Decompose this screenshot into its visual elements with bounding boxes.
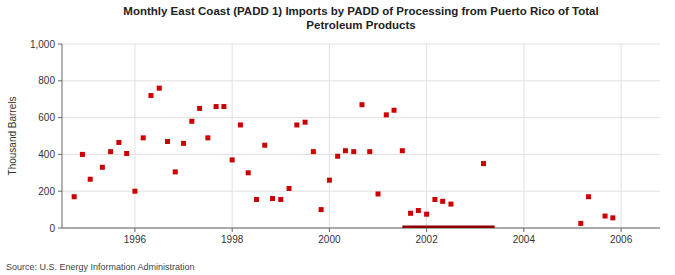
- tick: [58, 117, 62, 118]
- tick: [58, 228, 62, 229]
- chart: Monthly East Coast (PADD 1) Imports by P…: [0, 0, 675, 275]
- tick: [58, 80, 62, 81]
- point: [481, 161, 486, 166]
- point: [376, 191, 381, 196]
- point: [262, 143, 267, 148]
- tick: [329, 228, 330, 232]
- tick-label: 2004: [513, 234, 536, 245]
- point: [335, 154, 340, 159]
- point: [116, 140, 121, 145]
- point: [173, 169, 178, 174]
- point: [586, 194, 591, 199]
- point: [424, 212, 429, 217]
- grid-line: [329, 44, 330, 228]
- point: [287, 186, 292, 191]
- point: [246, 170, 251, 175]
- point: [100, 165, 105, 170]
- grid-line: [232, 44, 233, 228]
- point: [319, 207, 324, 212]
- tick: [58, 154, 62, 155]
- tick: [523, 228, 524, 232]
- point: [189, 119, 194, 124]
- point: [578, 221, 583, 226]
- tick-label: 2002: [416, 234, 439, 245]
- point: [88, 177, 93, 182]
- tick: [58, 44, 62, 45]
- tick-label: 2006: [610, 234, 633, 245]
- tick-label: 200: [38, 186, 55, 197]
- tick-label: 2000: [318, 234, 341, 245]
- point: [132, 189, 137, 194]
- grid-line: [134, 44, 135, 228]
- grid-line: [426, 44, 427, 228]
- plot-area: [72, 86, 616, 228]
- point: [205, 135, 210, 140]
- points: [72, 86, 616, 226]
- axis-label: Thousand Barrels: [7, 97, 18, 176]
- point: [221, 104, 226, 109]
- point: [124, 151, 129, 156]
- tick-label: 1,000: [30, 39, 55, 50]
- point: [448, 202, 453, 207]
- point: [254, 197, 259, 202]
- point: [141, 135, 146, 140]
- point: [278, 197, 283, 202]
- tick-label: 400: [38, 149, 55, 160]
- point: [432, 197, 437, 202]
- point: [270, 196, 275, 201]
- tick-label: 0: [49, 223, 55, 234]
- grid-line: [62, 80, 660, 81]
- y-axis: [62, 44, 63, 228]
- point: [294, 122, 299, 127]
- line: [402, 226, 494, 229]
- tick: [621, 228, 622, 232]
- point: [197, 106, 202, 111]
- point: [80, 152, 85, 157]
- point: [181, 141, 186, 146]
- point: [165, 139, 170, 144]
- point: [416, 208, 421, 213]
- point: [351, 149, 356, 154]
- point: [400, 148, 405, 153]
- point: [238, 122, 243, 127]
- grid: [62, 44, 660, 228]
- tick-label: 1998: [221, 234, 244, 245]
- point: [72, 194, 77, 199]
- grid-line: [621, 44, 622, 228]
- point: [214, 104, 219, 109]
- point: [384, 112, 389, 117]
- grid-line: [62, 228, 660, 229]
- title: Monthly East Coast (PADD 1) Imports by P…: [123, 5, 598, 31]
- point: [108, 149, 113, 154]
- tick: [58, 191, 62, 192]
- grid-line: [62, 44, 660, 45]
- tick: [134, 228, 135, 232]
- point: [148, 93, 153, 98]
- tick-label: 600: [38, 112, 55, 123]
- point: [408, 211, 413, 216]
- tick: [232, 228, 233, 232]
- tick-label: 1996: [124, 234, 147, 245]
- point: [303, 120, 308, 125]
- tick-label: 800: [38, 75, 55, 86]
- grid-line: [62, 117, 660, 118]
- point: [440, 199, 445, 204]
- point: [157, 86, 162, 91]
- grid-line: [62, 191, 660, 192]
- point: [610, 215, 615, 220]
- x-axis: [62, 228, 660, 229]
- grid-line: [62, 154, 660, 155]
- point: [230, 157, 235, 162]
- tick: [426, 228, 427, 232]
- point: [343, 148, 348, 153]
- point: [311, 149, 316, 154]
- source: Source: U.S. Energy Information Administ…: [6, 262, 195, 272]
- point: [327, 178, 332, 183]
- point: [359, 102, 364, 107]
- point: [603, 214, 608, 219]
- point: [367, 149, 372, 154]
- point: [392, 108, 397, 113]
- grid-line: [523, 44, 524, 228]
